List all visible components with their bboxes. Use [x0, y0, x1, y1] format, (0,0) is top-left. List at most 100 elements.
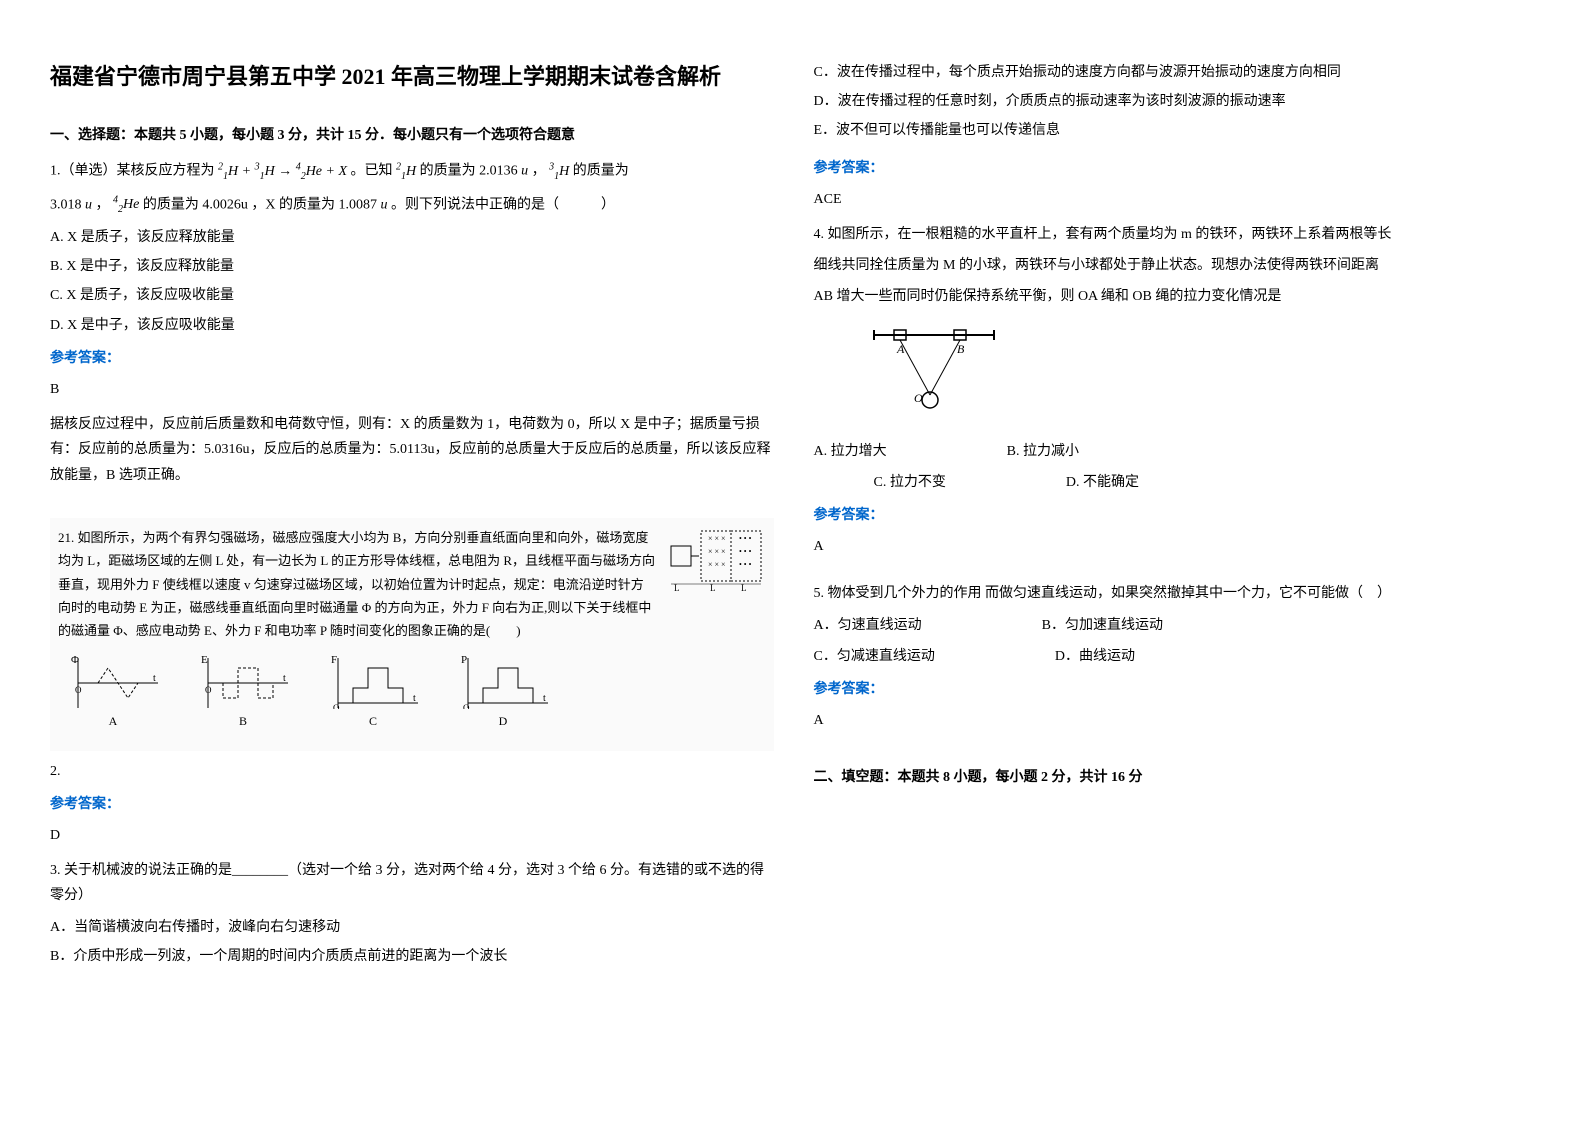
q4-diagram: A B O [864, 320, 1538, 429]
question-3: 3. 关于机械波的说法正确的是________（选对一个给 3 分，选对两个给 … [50, 858, 774, 973]
magnetic-field-icon: × × × × × × × × × • • • • • • • • • L L … [666, 526, 766, 596]
q5-optB: B．匀加速直线运动 [1042, 613, 1163, 638]
q3-text: 3. 关于机械波的说法正确的是________（选对一个给 3 分，选对两个给 … [50, 858, 774, 908]
chart-C-label: C [369, 711, 377, 733]
chart-D-xlabel: t [543, 693, 546, 704]
q1-mid1: 。已知 [351, 164, 393, 179]
svg-text:× × ×: × × × [708, 547, 726, 556]
q1-formula4: 42He [113, 197, 139, 212]
q1-text-line2: 3.018 u ， 42He 的质量为 4.0026u ，X 的质量为 1.00… [50, 192, 774, 219]
chart-B-xlabel: t [283, 673, 286, 684]
q3-answer: ACE [814, 187, 1538, 212]
svg-text:O: O [205, 685, 212, 695]
svg-text:× × ×: × × × [708, 534, 726, 543]
svg-text:• • •: • • • [739, 534, 752, 543]
q3-optC: C．波在传播过程中，每个质点开始振动的速度方向都与波源开始振动的速度方向相同 [814, 60, 1538, 85]
chart-B-ylabel: E [201, 654, 208, 666]
svg-text:× × ×: × × × [708, 560, 726, 569]
right-column: C．波在传播过程中，每个质点开始振动的速度方向都与波源开始振动的速度方向相同 D… [814, 60, 1538, 1062]
section2-header: 二、填空题：本题共 8 小题，每小题 2 分，共计 16 分 [814, 765, 1538, 790]
chart-C-xlabel: t [413, 693, 416, 704]
q4-optD: D. 不能确定 [1066, 470, 1139, 495]
q5-options-row1: A．匀速直线运动 B．匀加速直线运动 [814, 613, 1538, 638]
q3-optD: D．波在传播过程的任意时刻，介质质点的振动速率为该时刻波源的振动速率 [814, 89, 1538, 114]
q4-answer-label: 参考答案： [814, 503, 1538, 528]
q1-line2start: 3.018 [50, 197, 82, 212]
q1-mid2: 的质量为 2.0136 [420, 164, 518, 179]
q1-unit1: u [521, 164, 528, 179]
chart-A-xlabel: t [153, 673, 156, 684]
q1-unit3: u [380, 197, 387, 212]
chart-A-label: A [109, 711, 118, 733]
q2-sub-text: 如图所示，为两个有界匀强磁场，磁感应强度大小均为 B，方向分别垂直纸面向里和向外… [58, 530, 655, 639]
svg-text:L: L [674, 583, 680, 593]
q1-mid5: ， [96, 197, 110, 212]
q4-text1: 4. 如图所示，在一根粗糙的水平直杆上，套有两个质量均为 m 的铁环，两铁环上系… [814, 222, 1538, 247]
q2-sub-number: 21. [58, 530, 74, 545]
q4-options-row1: A. 拉力增大 B. 拉力减小 [814, 439, 1538, 464]
chart-A-ylabel: Φ [71, 654, 79, 666]
q5-answer-label: 参考答案： [814, 677, 1538, 702]
q2-charts: Φ t O A E t O B [58, 653, 766, 733]
q5-optD: D．曲线运动 [1055, 644, 1135, 669]
q1-unit2: u [85, 197, 92, 212]
svg-text:O: O [333, 703, 340, 709]
q3-optA: A．当简谐横波向右传播时，波峰向右匀速移动 [50, 915, 774, 940]
chart-C-ylabel: F [331, 654, 337, 666]
triangle-pulley-icon: A B O [864, 320, 1004, 420]
q5-answer: A [814, 708, 1538, 733]
chart-C: F t O C [318, 653, 428, 733]
q1-mid7: ，X 的质量为 1.0087 [251, 197, 377, 212]
q3-optB: B．介质中形成一列波，一个周期的时间内介质质点前进的距离为一个波长 [50, 944, 774, 969]
chart-A: Φ t O A [58, 653, 168, 733]
svg-text:O: O [463, 703, 470, 709]
chart-B-label: B [239, 711, 247, 733]
q4-labelO: O [914, 391, 923, 405]
q5-optA: A．匀速直线运动 [814, 613, 922, 638]
svg-text:L: L [741, 583, 747, 593]
left-column: 福建省宁德市周宁县第五中学 2021 年高三物理上学期期末试卷含解析 一、选择题… [50, 60, 774, 1062]
question-4: 4. 如图所示，在一根粗糙的水平直杆上，套有两个质量均为 m 的铁环，两铁环上系… [814, 222, 1538, 570]
q4-text3: AB 增大一些而同时仍能保持系统平衡，则 OA 绳和 OB 绳的拉力变化情况是 [814, 284, 1538, 309]
q1-answer: B [50, 377, 774, 402]
q1-optD: D. X 是中子，该反应吸收能量 [50, 313, 774, 338]
q5-optC: C．匀减速直线运动 [814, 644, 935, 669]
q4-text2: 细线共同拴住质量为 M 的小球，两铁环与小球都处于静止状态。现想办法使得两铁环间… [814, 253, 1538, 278]
q1-formula1: 21H + 31H → 42He + X [218, 164, 347, 179]
q2-answer: D [50, 823, 774, 848]
q4-optB: B. 拉力减小 [1007, 439, 1079, 464]
q2-sub: 21. 如图所示，为两个有界匀强磁场，磁感应强度大小均为 B，方向分别垂直纸面向… [50, 518, 774, 751]
q1-optA: A. X 是质子，该反应释放能量 [50, 225, 774, 250]
chart-D-label: D [499, 711, 508, 733]
question-5: 5. 物体受到几个外力的作用 而做匀速直线运动，如果突然撤掉其中一个力，它不可能… [814, 581, 1538, 743]
chart-B: E t O B [188, 653, 298, 733]
section1-header: 一、选择题：本题共 5 小题，每小题 3 分，共计 15 分．每小题只有一个选项… [50, 123, 774, 148]
q1-answer-label: 参考答案： [50, 346, 774, 371]
q1-mid3: ， [532, 164, 546, 179]
q1-formula3: 31H [549, 164, 569, 179]
q4-answer: A [814, 534, 1538, 559]
q5-text: 5. 物体受到几个外力的作用 而做匀速直线运动，如果突然撤掉其中一个力，它不可能… [814, 581, 1538, 606]
q4-optC: C. 拉力不变 [874, 470, 946, 495]
q2-number: 2. [50, 759, 774, 784]
q4-labelA: A [896, 342, 905, 356]
q1-text-line1: 1.（单选）某核反应方程为 21H + 31H → 42He + X 。已知 2… [50, 158, 774, 185]
svg-text:O: O [75, 685, 82, 695]
q1-optB: B. X 是中子，该反应释放能量 [50, 254, 774, 279]
svg-text:• • •: • • • [739, 547, 752, 556]
question-1: 1.（单选）某核反应方程为 21H + 31H → 42He + X 。已知 2… [50, 158, 774, 498]
q2-answer-label: 参考答案： [50, 792, 774, 817]
q3-optE: E．波不但可以传播能量也可以传递信息 [814, 118, 1538, 143]
q4-optA: A. 拉力增大 [814, 439, 887, 464]
q5-options-row2: C．匀减速直线运动 D．曲线运动 [814, 644, 1538, 669]
q1-explanation: 据核反应过程中，反应前后质量数和电荷数守恒，则有：X 的质量数为 1，电荷数为 … [50, 412, 774, 488]
chart-D-ylabel: P [461, 654, 467, 666]
q1-prefix: 1.（单选）某核反应方程为 [50, 164, 215, 179]
q4-options-row2: C. 拉力不变 D. 不能确定 [814, 470, 1538, 495]
q2-field-diagram: × × × × × × × × × • • • • • • • • • L L … [666, 526, 766, 643]
chart-D: P t O D [448, 653, 558, 733]
q1-formula2: 21H [396, 164, 416, 179]
svg-text:• • •: • • • [739, 560, 752, 569]
q3-answer-label: 参考答案： [814, 156, 1538, 181]
page-title: 福建省宁德市周宁县第五中学 2021 年高三物理上学期期末试卷含解析 [50, 60, 774, 93]
